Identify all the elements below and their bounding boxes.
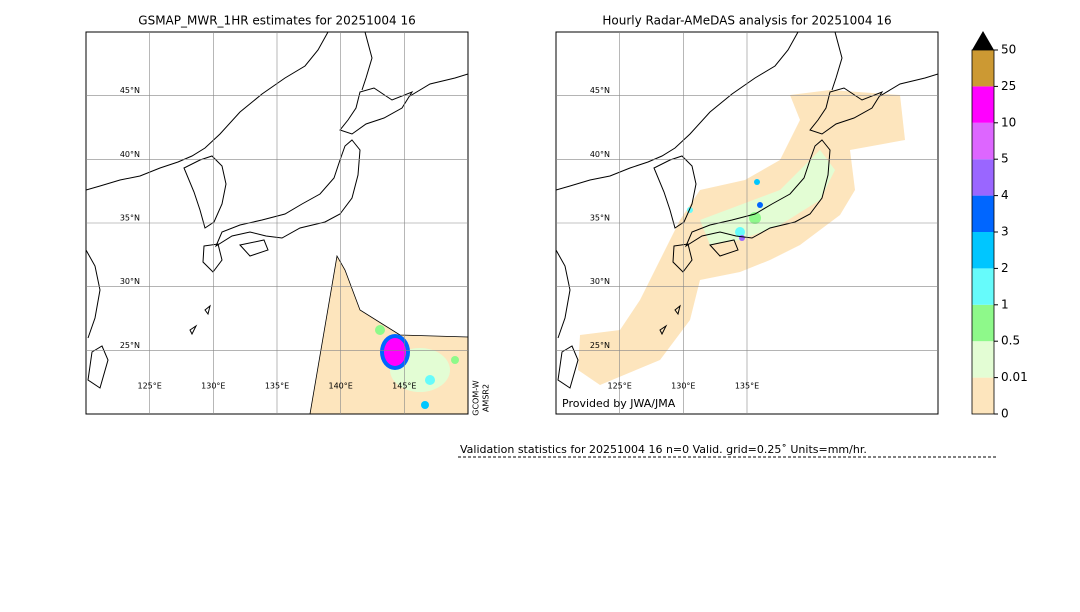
colorbar-segment bbox=[972, 268, 994, 305]
colorbar-segment bbox=[972, 50, 994, 87]
colorbar-segment bbox=[972, 122, 994, 160]
colorbar-label: 10 bbox=[1001, 115, 1016, 129]
panel-title: Hourly Radar-AMeDAS analysis for 2025100… bbox=[602, 14, 891, 28]
credit: Provided by JWA/JMA bbox=[562, 397, 676, 410]
lat-label: 25°N bbox=[590, 341, 610, 350]
lon-label: 145°E bbox=[392, 382, 416, 391]
colorbar-label: 5 bbox=[1001, 152, 1009, 166]
footer: Validation statistics for 20251004 16 n=… bbox=[460, 443, 867, 456]
sensor-label: AMSR2 bbox=[482, 384, 491, 412]
lon-label: 125°E bbox=[138, 382, 162, 391]
colorbar-label: 0.01 bbox=[1001, 370, 1028, 384]
precip-right bbox=[578, 90, 905, 385]
colorbar-segment bbox=[972, 195, 994, 232]
lat-label: 45°N bbox=[590, 86, 610, 95]
colorbar-segment bbox=[972, 304, 994, 342]
lat-label: 30°N bbox=[590, 277, 610, 286]
colorbar-label: 25 bbox=[1001, 79, 1016, 93]
colorbar-segment bbox=[972, 341, 994, 378]
precip-left bbox=[309, 254, 468, 414]
lat-label: 40°N bbox=[120, 150, 140, 159]
lat-label: 45°N bbox=[120, 86, 140, 95]
colorbar-label: 3 bbox=[1001, 225, 1009, 239]
lon-label: 130°E bbox=[671, 382, 695, 391]
colorbar-label: 1 bbox=[1001, 297, 1009, 311]
lon-label: 130°E bbox=[201, 382, 225, 391]
colorbar-segment bbox=[972, 377, 994, 414]
lat-label: 30°N bbox=[120, 277, 140, 286]
colorbar-segment bbox=[972, 232, 994, 269]
lat-label: 35°N bbox=[120, 214, 140, 223]
sensor-label: GCOM-W bbox=[472, 380, 481, 416]
lon-label: 135°E bbox=[265, 382, 289, 391]
lat-label: 35°N bbox=[590, 214, 610, 223]
colorbar-label: 4 bbox=[1001, 188, 1009, 202]
colorbar-extend bbox=[972, 31, 994, 50]
lon-label: 135°E bbox=[735, 382, 759, 391]
lat-label: 25°N bbox=[120, 341, 140, 350]
colorbar-label: 0.5 bbox=[1001, 334, 1020, 348]
lon-label: 125°E bbox=[608, 382, 632, 391]
colorbar-segment bbox=[972, 86, 994, 123]
lon-label: 140°E bbox=[329, 382, 353, 391]
panel-title: GSMAP_MWR_1HR estimates for 20251004 16 bbox=[138, 14, 415, 28]
colorbar-segment bbox=[972, 159, 994, 196]
colorbar-label: 0 bbox=[1001, 407, 1009, 421]
lat-label: 40°N bbox=[590, 150, 610, 159]
colorbar-label: 2 bbox=[1001, 261, 1009, 275]
colorbar-label: 50 bbox=[1001, 43, 1016, 57]
